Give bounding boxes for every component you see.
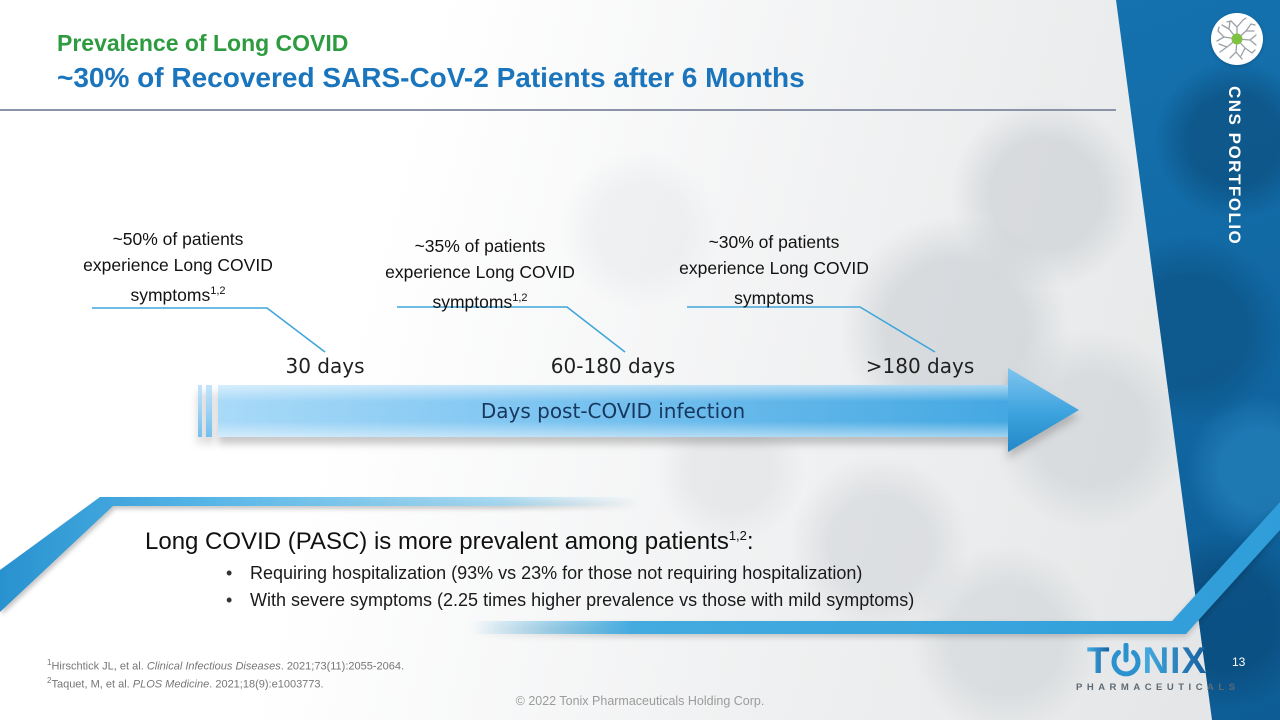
footnote-authors: Taquet, M, et al. — [51, 678, 133, 691]
footnote-2: 2Taquet, M, et al. PLOS Medicine. 2021;1… — [47, 674, 404, 692]
footnote-authors: Hirschtick JL, et al. — [51, 660, 147, 673]
bullet-item: With severe symptoms (2.25 times higher … — [222, 587, 914, 614]
footnote-journal: Clinical Infectious Diseases — [146, 660, 281, 673]
stage-label-gt-180-days: >180 days — [865, 354, 975, 378]
footnote-superscript: 2 — [47, 675, 52, 685]
footnote-1: 1Hirschtick JL, et al. Clinical Infectio… — [47, 656, 404, 674]
callout-superscript: 1,2 — [512, 292, 528, 304]
arrow-tail-stripe — [206, 385, 212, 437]
slide-title-line1: Prevalence of Long COVID — [57, 30, 349, 56]
tonix-letters-nix: NIX — [1142, 640, 1208, 681]
footnotes: 1Hirschtick JL, et al. Clinical Infectio… — [47, 656, 404, 691]
callout-line: ~30% of patients — [708, 232, 840, 252]
callout-line: symptoms — [432, 291, 513, 312]
page-number: 13 — [1232, 655, 1246, 669]
copyright-notice: © 2022 Tonix Pharmaceuticals Holding Cor… — [515, 694, 765, 708]
footnote-citation: . 2021;73(11):2055-2064. — [280, 660, 405, 673]
callout-line: symptoms — [734, 287, 814, 308]
bullet-text: Requiring hospitalization (93% vs 23% fo… — [250, 563, 863, 583]
highlight-heading: Long COVID (PASC) is more prevalent amon… — [145, 528, 754, 556]
callout-line: experience Long COVID — [679, 258, 869, 278]
footnote-superscript: 1 — [47, 658, 52, 667]
callout-30-percent: ~30% of patients experience Long COVID s… — [652, 229, 896, 311]
callout-line: experience Long COVID — [83, 255, 273, 275]
arrow-body — [218, 385, 1008, 437]
cns-portfolio-badge: CNS PORTFOLIO — [1225, 86, 1244, 246]
footnote-journal: PLOS Medicine — [132, 678, 210, 691]
stage-label-30-days: 30 days — [285, 354, 365, 378]
footnote-citation: . 2021;18(9):e1003773. — [209, 678, 324, 691]
tonix-wordmark: T NIX — [1076, 642, 1218, 680]
callout-line: ~35% of patients — [414, 236, 546, 256]
bullet-text: With severe symptoms (2.25 times higher … — [250, 590, 915, 610]
tonix-subtitle: PHARMACEUTICALS — [1076, 682, 1240, 693]
tonix-logo: T NIX PHARMACEUTICALS — [1076, 642, 1240, 694]
highlight-heading-text: Long COVID (PASC) is more prevalent amon… — [145, 528, 729, 555]
callout-line: experience Long COVID — [385, 262, 575, 282]
callout-superscript: 1,2 — [210, 285, 226, 297]
highlight-bullet-list: Requiring hospitalization (93% vs 23% fo… — [222, 560, 914, 614]
slide-title-line2: ~30% of Recovered SARS-CoV-2 Patients af… — [57, 62, 805, 93]
highlight-heading-suffix: : — [746, 528, 754, 555]
bullet-item: Requiring hospitalization (93% vs 23% fo… — [222, 560, 914, 587]
callout-35-percent: ~35% of patients experience Long COVID s… — [358, 233, 602, 315]
arrow-label: Days post-COVID infection — [480, 399, 746, 423]
timeline-arrow: Days post-COVID infection — [197, 368, 1082, 452]
callout-line: symptoms — [130, 284, 211, 305]
neuron-icon — [1211, 13, 1263, 65]
highlight-heading-superscript: 1,2 — [728, 528, 747, 543]
stage-label-60-180-days: 60-180 days — [550, 354, 676, 378]
arrow-head — [1008, 368, 1079, 452]
power-button-icon — [1111, 643, 1141, 677]
arrow-tail-stripe — [198, 385, 202, 437]
callout-50-percent: ~50% of patients experience Long COVID s… — [56, 226, 300, 308]
callout-line: ~50% of patients — [112, 229, 244, 249]
title-underline — [0, 109, 1116, 111]
tonix-letter-t: T — [1086, 640, 1111, 681]
